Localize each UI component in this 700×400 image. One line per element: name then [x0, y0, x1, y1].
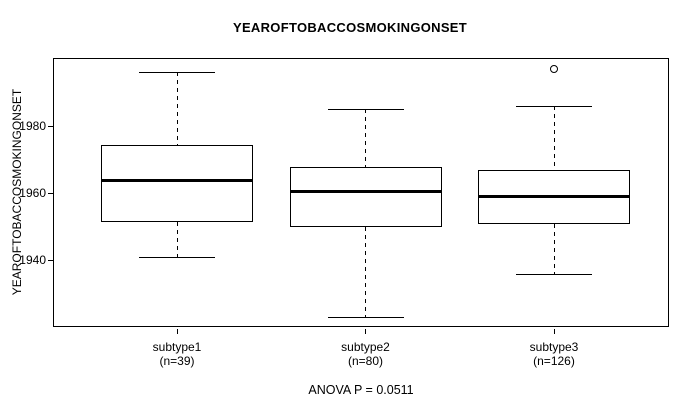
group-label-n: (n=126): [533, 354, 575, 368]
y-tick-mark: [48, 193, 54, 194]
x-tick-label: subtype3 (n=126): [479, 340, 629, 368]
y-tick-mark: [48, 125, 54, 127]
y-tick-label: 1980: [19, 118, 46, 133]
group-label-n: (n=39): [159, 354, 195, 368]
anova-annotation: ANOVA P = 0.0511: [308, 383, 414, 397]
x-tick-mark: [553, 329, 555, 334]
group-label-name: subtype3: [529, 340, 579, 354]
whisker-cap-upper: [327, 108, 404, 110]
whisker-upper: [176, 72, 178, 145]
median-line: [478, 195, 630, 199]
x-tick-label: subtype2 (n=80): [291, 340, 441, 368]
whisker-cap-lower: [516, 273, 592, 275]
whisker-cap-upper: [516, 105, 592, 107]
group-label-n: (n=80): [347, 354, 384, 368]
y-tick-label: 1960: [19, 186, 46, 200]
median-line: [289, 190, 442, 194]
whisker-cap-upper: [139, 71, 215, 73]
group-label-name: subtype2: [341, 340, 390, 354]
whisker-upper: [365, 109, 366, 167]
whisker-cap-lower: [139, 256, 215, 258]
whisker-lower: [176, 222, 178, 258]
x-tick-mark: [365, 329, 366, 334]
y-tick-mark: [48, 260, 54, 262]
outlier-point: [550, 65, 558, 74]
whisker-cap-lower: [327, 317, 404, 319]
whisker-upper: [553, 106, 555, 170]
iqr-box: [289, 166, 442, 228]
x-tick-label: subtype1 (n=39): [102, 340, 252, 368]
whisker-lower: [365, 227, 366, 318]
plot-area: 1940 1960 1980 subtype1 (n=39) subtype2 (n=80)…: [19, 58, 669, 368]
x-tick-mark: [176, 329, 178, 334]
chart-title: YEAROFTOBACCOSMOKINGONSET: [232, 20, 468, 35]
iqr-box: [101, 144, 253, 223]
y-tick-label: 1940: [19, 253, 46, 268]
group-label-name: subtype1: [152, 340, 202, 354]
whisker-lower: [553, 223, 555, 275]
median-line: [101, 178, 253, 182]
